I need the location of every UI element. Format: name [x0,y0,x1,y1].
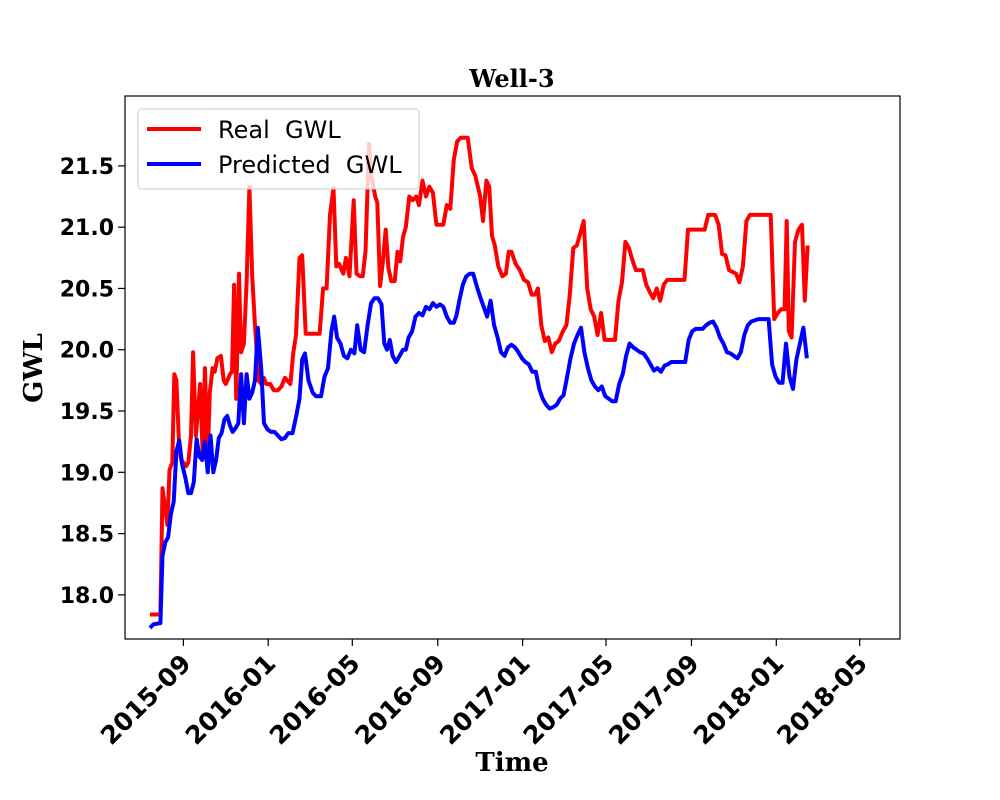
series-line-real-gwl [150,135,810,617]
series-line-predicted-gwl [148,271,809,630]
legend: Real GWL Predicted GWL [137,108,420,190]
series-layer [148,135,810,630]
y-axis: 18.0 18.5 19.0 19.5 20.0 20.5 21.0 21.5 [60,155,125,609]
y-tick-label: 20.0 [60,339,114,364]
legend-label-real-gwl: Real GWL [218,116,341,144]
y-tick-label: 18.0 [60,584,114,609]
y-tick-label: 21.0 [60,216,114,241]
legend-frame [137,108,420,190]
y-tick-label: 19.0 [60,461,114,486]
y-tick-label: 19.5 [60,400,114,425]
y-axis-label: GWL [19,333,49,403]
x-axis-label: Time [475,748,548,778]
legend-label-predicted-gwl: Predicted GWL [218,151,402,179]
y-tick-label: 18.5 [60,523,114,548]
chart-title: Well-3 [468,64,554,93]
plot-frame [124,95,901,640]
y-tick-label: 20.5 [60,277,114,302]
y-tick-label: 21.5 [60,155,114,180]
